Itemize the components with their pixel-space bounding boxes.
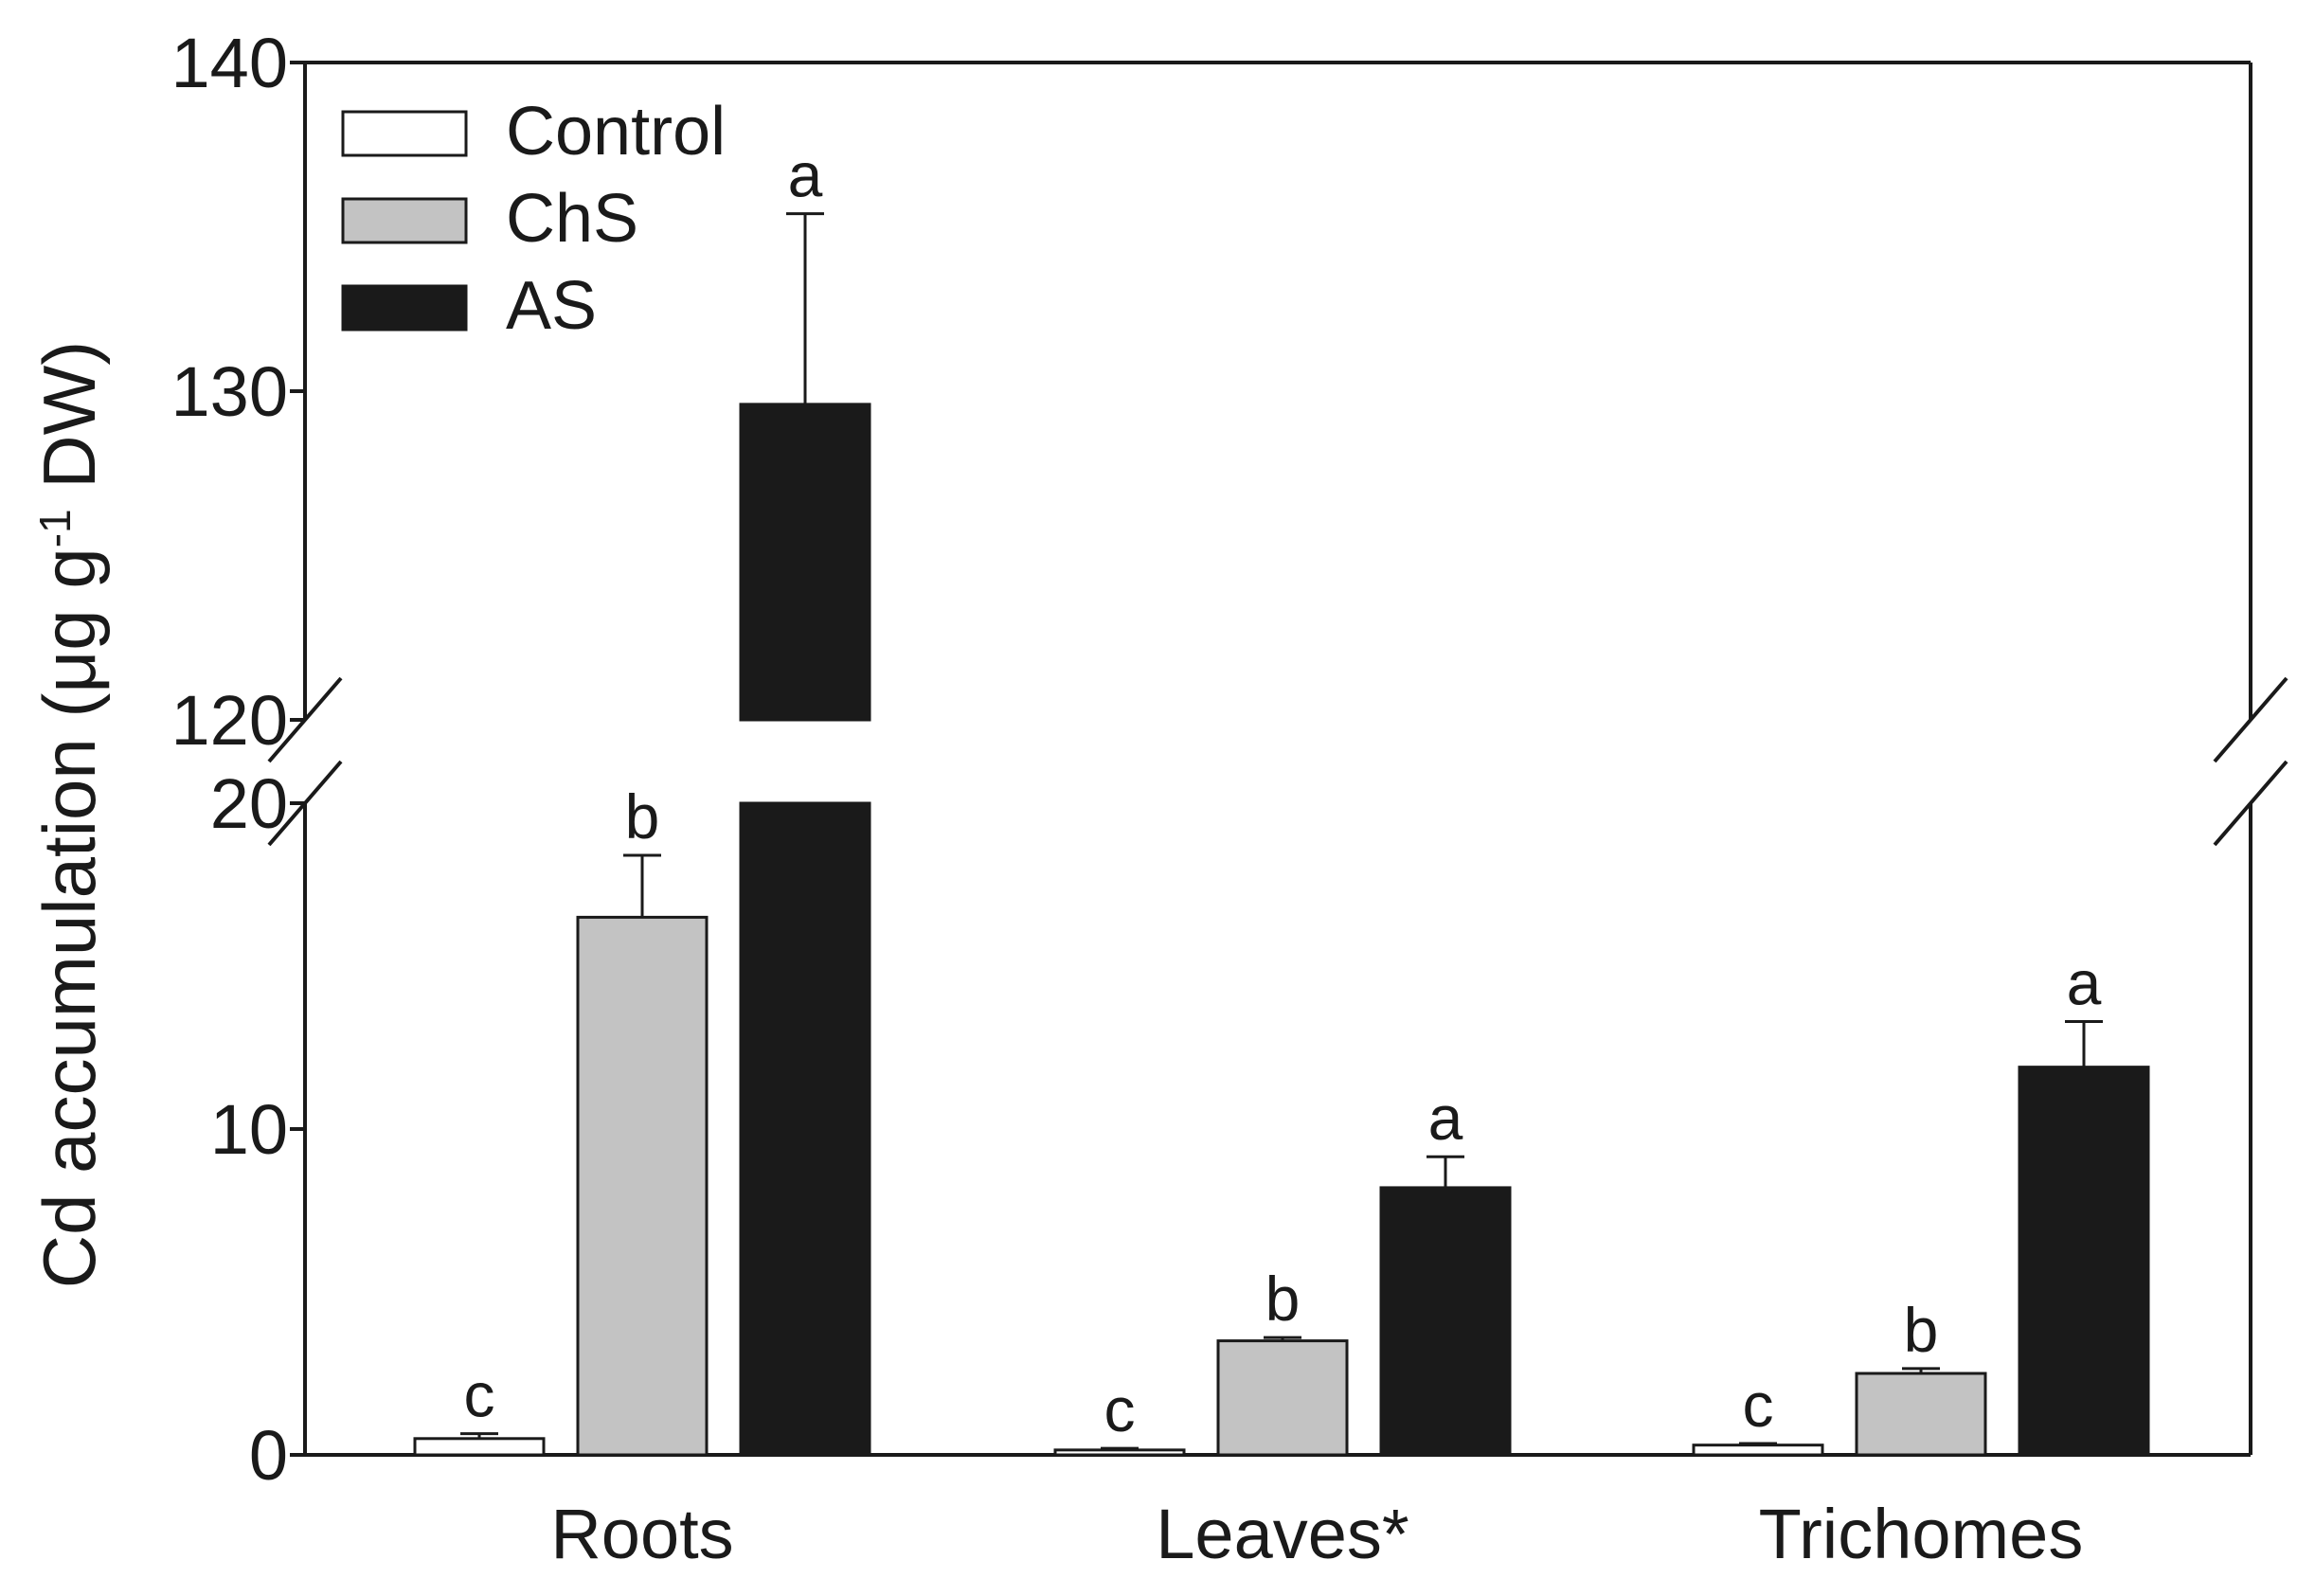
y-tick-label: 0: [249, 1416, 288, 1495]
legend-swatch: [341, 284, 468, 332]
x-category-label: Trichomes: [1759, 1495, 2084, 1573]
axis-break-mark-right-lower: [2213, 760, 2288, 847]
bar-control-roots: c: [413, 1360, 546, 1457]
bar-chs-trichomes: b: [1855, 1295, 1987, 1457]
x-axis-labels: Roots Leaves* Trichomes: [550, 1495, 2083, 1573]
axis-break-mark-right-upper: [2213, 676, 2288, 763]
x-category-label: Leaves*: [1156, 1495, 1409, 1573]
bar-as-roots: a: [739, 140, 871, 1457]
significance-label: a: [1428, 1083, 1463, 1153]
legend-swatch: [341, 110, 468, 157]
bar-rect: [1053, 1448, 1186, 1457]
y-tick-label: 120: [171, 681, 288, 760]
significance-label: b: [625, 781, 660, 852]
legend: Control ChS AS: [341, 94, 726, 344]
bar-as-trichomes: a: [2018, 947, 2150, 1457]
legend-label: ChS: [506, 181, 638, 257]
bar-rect: [2018, 1066, 2150, 1457]
significance-label: a: [2067, 947, 2102, 1017]
legend-label: AS: [506, 268, 597, 344]
y-tick-label: 140: [171, 24, 288, 102]
y-axis-label: Cd accumulation (μg g-1 DW): [27, 341, 111, 1289]
bar-rect: [1692, 1444, 1824, 1457]
bar-rect: [413, 1437, 546, 1457]
bar-rect: [1855, 1372, 1987, 1457]
significance-label: c: [464, 1360, 495, 1430]
bar-segment-upper: [739, 403, 871, 722]
legend-swatch: [341, 197, 468, 244]
bar-control-trichomes: c: [1692, 1370, 1824, 1457]
bar-chs-roots: b: [576, 781, 709, 1457]
significance-label: b: [1904, 1295, 1939, 1365]
bar-rect: [576, 915, 709, 1457]
y-tick-label: 10: [210, 1090, 288, 1169]
bar-rect: [1216, 1339, 1349, 1457]
bar-chs-leaves: b: [1216, 1264, 1349, 1457]
y-tick-label: 130: [171, 352, 288, 431]
bars: c c c b b b a a a: [413, 140, 2150, 1457]
significance-label: c: [1104, 1374, 1136, 1444]
y-tick-label: 20: [210, 764, 288, 843]
significance-label: c: [1743, 1370, 1774, 1440]
significance-label: b: [1265, 1264, 1301, 1334]
bar-segment-lower: [739, 801, 871, 1457]
x-category-label: Roots: [550, 1495, 733, 1573]
bar-as-leaves: a: [1379, 1083, 1512, 1457]
legend-label: Control: [506, 94, 726, 170]
bar-control-leaves: c: [1053, 1374, 1186, 1457]
significance-label: a: [788, 140, 823, 210]
bar-rect: [1379, 1186, 1512, 1457]
